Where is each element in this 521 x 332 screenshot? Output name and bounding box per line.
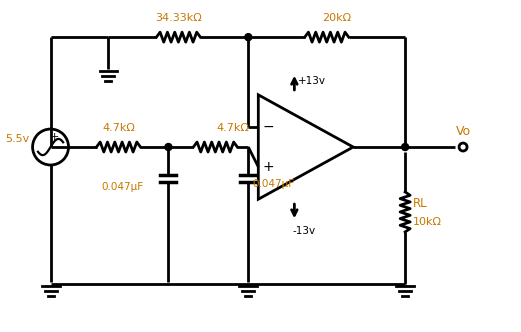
Text: +: + — [263, 160, 274, 174]
Text: 34.33kΩ: 34.33kΩ — [155, 13, 202, 23]
Text: 4.7kΩ: 4.7kΩ — [217, 123, 250, 133]
Text: 0.047μF: 0.047μF — [252, 179, 294, 189]
Text: 0.047μF: 0.047μF — [101, 182, 143, 192]
Text: 4.7kΩ: 4.7kΩ — [102, 123, 135, 133]
Circle shape — [165, 143, 172, 150]
Text: 20kΩ: 20kΩ — [322, 13, 351, 23]
Circle shape — [402, 143, 408, 150]
Text: −: − — [263, 120, 274, 134]
Text: -13v: -13v — [292, 226, 316, 236]
Text: 5.5v: 5.5v — [5, 134, 30, 144]
Text: +13v: +13v — [299, 76, 326, 86]
Text: +: + — [50, 132, 59, 142]
Text: Vo: Vo — [455, 124, 470, 137]
Circle shape — [245, 34, 252, 41]
Text: RL: RL — [413, 198, 428, 210]
Text: 10kΩ: 10kΩ — [413, 217, 442, 227]
